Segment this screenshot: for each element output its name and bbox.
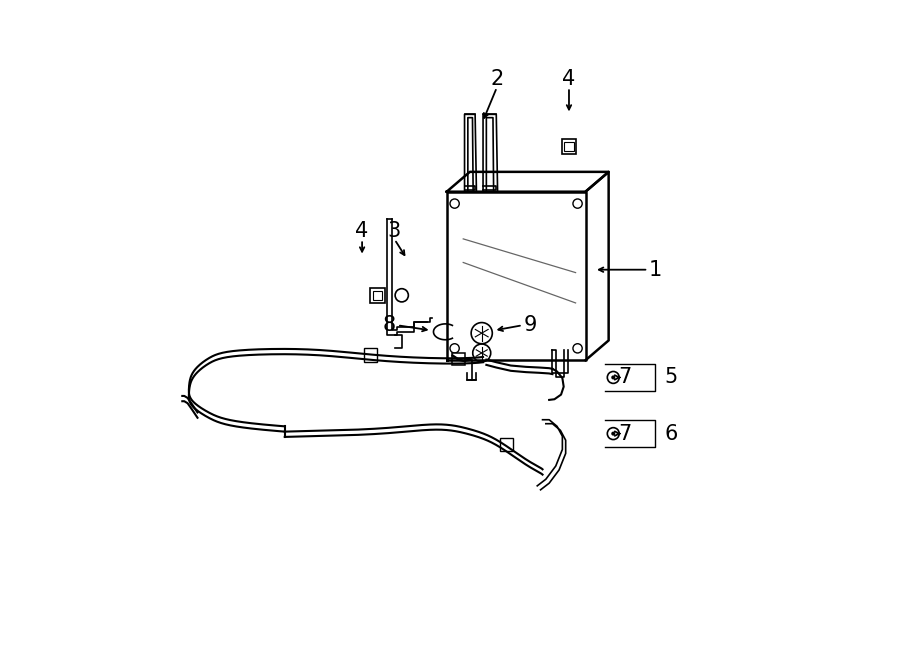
Bar <box>500 438 513 451</box>
Text: 3: 3 <box>388 221 401 241</box>
Text: 4: 4 <box>562 69 576 89</box>
Text: 8: 8 <box>382 315 396 335</box>
Text: 9: 9 <box>524 315 537 335</box>
Bar <box>564 142 573 151</box>
Text: 2: 2 <box>491 69 504 89</box>
Text: 1: 1 <box>648 260 662 280</box>
Text: 7: 7 <box>618 368 632 387</box>
Circle shape <box>612 432 615 435</box>
Bar <box>373 291 382 300</box>
Text: 5: 5 <box>665 368 678 387</box>
Circle shape <box>612 376 615 379</box>
Text: 7: 7 <box>618 424 632 444</box>
Text: 4: 4 <box>356 221 369 241</box>
Text: 6: 6 <box>665 424 678 444</box>
Bar <box>562 139 576 154</box>
Bar <box>370 288 384 303</box>
Bar <box>364 348 377 362</box>
Bar <box>452 353 465 365</box>
